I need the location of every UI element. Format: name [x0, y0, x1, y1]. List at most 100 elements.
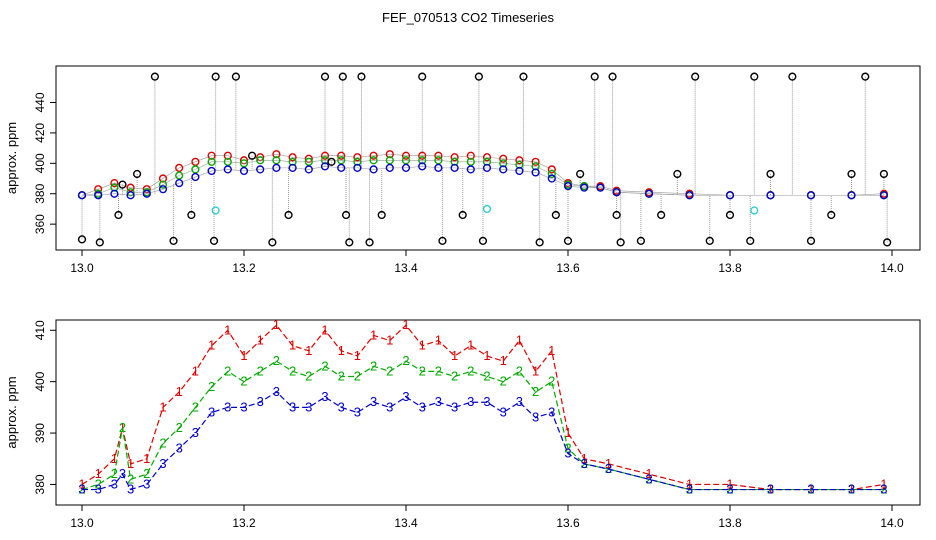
data-point-label: 3 [159, 456, 166, 471]
data-point-label: 1 [95, 466, 102, 481]
data-point [223, 151, 232, 160]
data-point [515, 156, 524, 165]
data-point [169, 236, 178, 245]
data-point-label: 3 [564, 446, 571, 461]
data-point [466, 151, 475, 160]
data-point [272, 156, 281, 165]
data-point-label: 3 [240, 399, 247, 414]
data-point [357, 72, 366, 81]
data-point [385, 150, 394, 159]
data-point-label: 1 [257, 333, 264, 348]
data-point [304, 154, 313, 163]
plot-frame [55, 65, 921, 251]
data-point-label: 2 [807, 482, 814, 497]
data-point-label: 1 [435, 333, 442, 348]
data-point [207, 166, 216, 176]
figure-title: FEF_070513 CO2 Timeseries [382, 10, 554, 25]
data-point-label: 2 [402, 353, 409, 368]
data-point [766, 169, 775, 179]
data-point-label: 3 [548, 405, 555, 420]
data-point-label: 3 [880, 482, 887, 497]
data-point [268, 238, 277, 247]
data-point [337, 163, 346, 172]
data-point [746, 236, 755, 245]
data-point [434, 163, 443, 172]
data-point-label: 3 [726, 482, 733, 497]
data-point [126, 191, 135, 200]
data-point-label: 3 [305, 399, 312, 414]
data-point [847, 191, 856, 200]
data-point [132, 169, 142, 179]
data-point-label: 1 [143, 451, 150, 466]
data-point-label: 1 [605, 456, 612, 471]
data-point [883, 238, 892, 247]
data-point-label: 3 [95, 482, 102, 497]
data-point-label: 3 [435, 394, 442, 409]
data-point-label: 2 [726, 482, 733, 497]
panel-bottom: 13.0 13.2 13.4 13.6 13.8 14.0 380 390 400 410 appr… [4, 317, 921, 530]
data-point [353, 153, 362, 162]
x-tick-label: 13.6 [556, 516, 580, 530]
data-point-label: 2 [338, 369, 345, 384]
data-point [94, 191, 103, 200]
data-point [788, 72, 797, 81]
data-point [345, 238, 354, 247]
data-point-label: 3 [224, 399, 231, 414]
data-point-label: 3 [500, 405, 507, 420]
data-point [118, 180, 127, 189]
data-point [337, 156, 346, 165]
data-point-label: 1 [111, 451, 118, 466]
data-point-label: 1 [532, 363, 539, 378]
data-point-label: 2 [321, 358, 328, 373]
data-point-label: 1 [176, 384, 183, 399]
data-point [691, 72, 700, 81]
data-point-label: 1 [564, 425, 571, 440]
data-point-label: 3 [321, 389, 328, 404]
data-point [725, 210, 735, 220]
x-tick-label: 13.2 [232, 261, 256, 275]
data-point [239, 166, 249, 176]
data-point [288, 153, 297, 162]
data-point-label: 3 [402, 389, 409, 404]
data-point-label: 3 [127, 482, 134, 497]
data-point-label: 3 [273, 384, 280, 399]
data-point-label: 1 [548, 343, 555, 358]
data-point-label: 2 [192, 399, 199, 414]
data-point-label: 3 [645, 471, 652, 486]
data-point [847, 169, 856, 179]
data-point [337, 151, 346, 160]
data-point [110, 178, 119, 188]
y-tick-label: 390 [33, 423, 47, 443]
data-point [616, 238, 625, 247]
data-point [288, 163, 297, 172]
data-point [482, 163, 492, 172]
data-point [211, 206, 220, 215]
data-point [450, 153, 459, 162]
data-point-label: 1 [370, 327, 377, 342]
x-tick-label: 13.0 [70, 516, 94, 530]
data-point-label: 2 [273, 353, 280, 368]
data-point-label: 1 [880, 476, 887, 491]
data-point-label: 1 [354, 348, 361, 363]
data-point-label: 1 [78, 476, 85, 491]
data-point [338, 72, 347, 81]
data-point [535, 238, 544, 247]
data-point [750, 206, 759, 215]
plot-frame [55, 319, 921, 506]
data-point-label: 2 [532, 384, 539, 399]
data-point [256, 156, 265, 165]
data-point [576, 169, 585, 179]
data-point-label: 1 [159, 399, 166, 414]
data-point [114, 210, 123, 220]
data-point [418, 72, 427, 81]
data-point-label: 2 [500, 374, 507, 389]
data-point-label: 1 [192, 363, 199, 378]
data-point [385, 163, 394, 172]
data-point-label: 1 [419, 338, 426, 353]
data-point-label: 1 [467, 338, 474, 353]
data-point-label: 1 [305, 343, 312, 358]
data-point-label: 1 [119, 420, 126, 435]
data-point-label: 3 [338, 399, 345, 414]
data-point-label: 2 [159, 435, 166, 450]
data-point-label: 3 [807, 482, 814, 497]
